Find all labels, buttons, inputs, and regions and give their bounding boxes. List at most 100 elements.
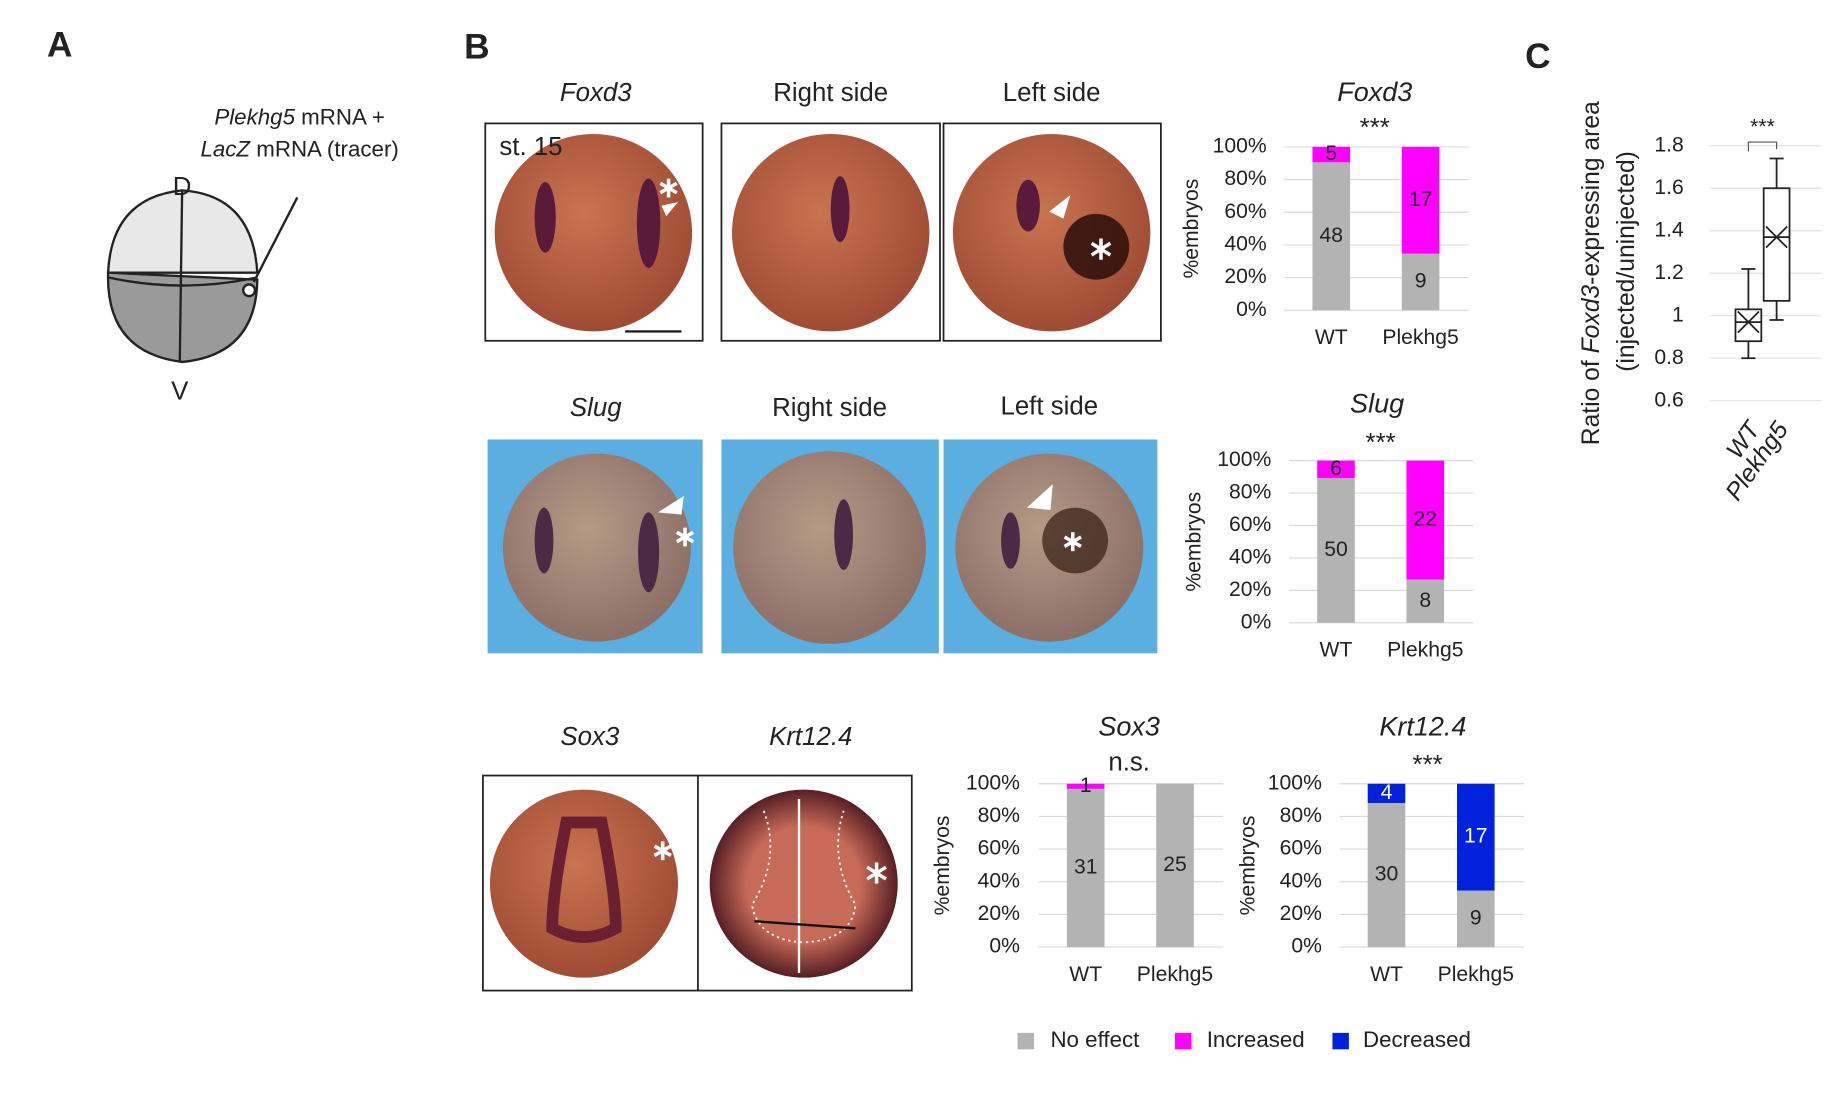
y-tick-label: 0.6 xyxy=(1654,388,1683,411)
y-tick-label: 0% xyxy=(989,935,1020,958)
bar-segment xyxy=(1401,146,1440,254)
legend-label: Decreased xyxy=(1363,1027,1471,1052)
y-tick-label: 80% xyxy=(1229,481,1272,504)
x-tick-label: Plekhg5 xyxy=(1382,326,1458,349)
y-tick-label: 20% xyxy=(1229,578,1272,601)
embryo-drawing xyxy=(106,189,299,364)
y-tick-label: 0% xyxy=(1236,298,1267,321)
chart-title: Slug xyxy=(1350,389,1404,419)
y-tick-label: 80% xyxy=(978,804,1021,827)
photo-label: Krt12.4 xyxy=(769,723,852,751)
y-tick-label: 20% xyxy=(978,902,1021,925)
photo-label: Left side xyxy=(1003,79,1101,107)
photo-row xyxy=(487,439,1158,654)
y-tick-label: 40% xyxy=(978,869,1021,892)
y-tick-label: 60% xyxy=(978,837,1021,860)
legend: No effect Increased Decreased xyxy=(1017,1027,1471,1052)
bar-segment xyxy=(1312,162,1351,311)
y-tick-label: 1.8 xyxy=(1654,133,1683,156)
legend-swatch xyxy=(1175,1032,1192,1050)
y-tick-label: 1.4 xyxy=(1654,218,1684,241)
y-tick-label: 100% xyxy=(1268,771,1322,794)
stage-label: st. 15 xyxy=(499,133,562,161)
bar-segment xyxy=(1317,478,1355,623)
y-axis-label: %embryos xyxy=(1237,815,1260,915)
x-tick-label: WT xyxy=(1370,963,1403,986)
y-axis-label: %embryos xyxy=(1180,179,1203,279)
value-label: 6 xyxy=(1330,457,1342,480)
value-label: 30 xyxy=(1375,863,1399,886)
value-label: 22 xyxy=(1414,508,1438,531)
bar-segment xyxy=(1066,788,1105,948)
axis-label: V xyxy=(171,377,189,405)
y-tick-label: 60% xyxy=(1224,200,1267,223)
significance-bracket xyxy=(1747,141,1778,152)
chart-title: Krt12.4 xyxy=(1379,712,1466,742)
y-tick-label: 80% xyxy=(1280,804,1323,827)
significance: *** xyxy=(1366,429,1396,457)
panel-label: A xyxy=(47,25,72,64)
photo-label: Right side xyxy=(773,79,888,107)
photo-label: Sox3 xyxy=(560,723,620,751)
value-label: 25 xyxy=(1163,853,1187,876)
y-tick-label: 1.6 xyxy=(1654,176,1683,199)
bar-segment xyxy=(1367,783,1406,803)
injection-label: LacZ mRNA (tracer) xyxy=(200,136,398,161)
y-axis-label-part: Ratio of xyxy=(1578,353,1605,445)
bar-segment xyxy=(1401,253,1440,311)
x-tick-label: Plekhg5 xyxy=(1387,639,1463,662)
x-tick-label: Plekhg5 xyxy=(1137,963,1213,986)
y-tick-label: 40% xyxy=(1229,546,1272,569)
y-tick-label: 100% xyxy=(966,771,1020,794)
photo-label: Left side xyxy=(1000,393,1098,421)
chart-title: Foxd3 xyxy=(1337,77,1412,107)
bar-segment xyxy=(1457,783,1495,891)
legend-swatch xyxy=(1332,1032,1349,1050)
asterisk-markers xyxy=(653,178,1112,884)
x-tick-label: WT xyxy=(1069,963,1102,986)
mean-marker xyxy=(1737,310,1760,334)
axis-label: D xyxy=(173,173,192,201)
y-tick-label: 20% xyxy=(1280,902,1323,925)
y-tick-label: 1 xyxy=(1672,303,1684,326)
bar-segment xyxy=(1457,890,1495,948)
photo-row xyxy=(484,122,1162,342)
y-tick-label: 1.2 xyxy=(1654,261,1683,284)
significance: *** xyxy=(1360,114,1390,142)
y-tick-label: 60% xyxy=(1280,837,1323,860)
significance: *** xyxy=(1750,116,1775,139)
box xyxy=(1762,187,1791,302)
value-label: 31 xyxy=(1074,856,1098,879)
photo-label: Foxd3 xyxy=(560,79,632,107)
legend-swatch xyxy=(1017,1032,1034,1050)
panel-label: C xyxy=(1525,37,1550,76)
y-axis-label: %embryos xyxy=(931,815,954,915)
photo-label: Slug xyxy=(570,394,622,422)
value-label: 9 xyxy=(1470,906,1482,929)
value-label: 5 xyxy=(1325,142,1337,165)
bar-segment xyxy=(1406,460,1445,580)
y-axis-label: %embryos xyxy=(1183,492,1206,592)
bar-segment xyxy=(1367,802,1406,948)
y-tick-label: 40% xyxy=(1224,233,1267,256)
y-tick-label: 100% xyxy=(1213,135,1267,158)
bar-segment xyxy=(1317,460,1355,479)
y-axis-label: Ratio of Foxd3-expressing area xyxy=(1578,101,1605,445)
panel-label: B xyxy=(464,28,489,67)
value-label: 4 xyxy=(1381,781,1393,804)
y-axis-label-part: -expressing area xyxy=(1578,101,1605,285)
value-label: 1 xyxy=(1080,774,1092,797)
bar-segment xyxy=(1312,146,1351,163)
injection-label: Plekhg5 mRNA + xyxy=(214,105,385,130)
y-axis-label: (injected/uninjected) xyxy=(1613,151,1640,372)
photo-row xyxy=(482,774,913,992)
legend-label: No effect xyxy=(1050,1027,1140,1052)
photo-label: Right side xyxy=(772,394,887,422)
y-tick-label: 60% xyxy=(1229,513,1272,536)
value-label: 9 xyxy=(1415,270,1427,293)
value-label: 17 xyxy=(1409,188,1433,211)
x-tick-label: WT xyxy=(1315,326,1348,349)
y-tick-label: 0.8 xyxy=(1654,346,1683,369)
x-tick-label: Plekhg5 xyxy=(1438,963,1514,986)
